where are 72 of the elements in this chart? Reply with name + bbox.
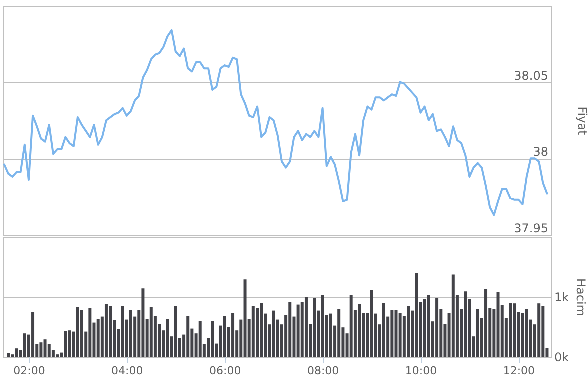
bar	[32, 312, 35, 357]
bar	[186, 316, 190, 357]
bar	[296, 304, 300, 357]
bar	[211, 321, 214, 357]
bar	[350, 295, 353, 357]
bar	[521, 313, 524, 357]
y-tick-label: 1k	[554, 290, 570, 304]
bar	[96, 319, 100, 357]
x-tick-label: 10:00	[405, 364, 438, 378]
bar	[513, 304, 516, 357]
y-tick-label: 0k	[554, 350, 570, 364]
bar	[129, 310, 132, 357]
bar	[464, 292, 468, 357]
bar	[252, 306, 255, 357]
bar	[64, 331, 68, 357]
x-tick-label: 08:00	[307, 364, 340, 378]
bar	[23, 334, 26, 357]
bar	[321, 295, 324, 357]
bar	[382, 303, 386, 357]
bar	[509, 303, 512, 357]
x-tick-label: 12:00	[503, 364, 536, 378]
bar	[44, 340, 47, 357]
bar	[244, 280, 247, 357]
x-tick-label: 04:00	[112, 364, 144, 378]
bar	[272, 310, 276, 357]
bar	[542, 306, 545, 357]
x-tick-label: 06:00	[209, 364, 242, 378]
bar	[104, 304, 108, 357]
bar	[398, 313, 402, 357]
y-axis-title: Fiyat	[576, 106, 588, 136]
bar	[358, 304, 362, 357]
bar	[88, 308, 92, 357]
y-axis-title: Hacim	[574, 278, 588, 316]
bar	[142, 288, 145, 357]
bar	[423, 299, 426, 357]
bar	[525, 309, 528, 357]
bar	[174, 306, 178, 357]
bar	[415, 273, 418, 357]
bar	[121, 306, 124, 357]
bar	[15, 348, 18, 357]
bar	[166, 319, 170, 357]
bar	[394, 310, 398, 357]
bar	[313, 298, 316, 357]
bar	[452, 274, 455, 357]
bar	[436, 298, 439, 357]
bar	[40, 342, 43, 357]
bar	[198, 321, 202, 357]
x-tick-label: 02:00	[14, 364, 46, 378]
bar	[406, 306, 410, 357]
bar	[223, 316, 226, 357]
bar	[80, 310, 84, 357]
bar	[68, 330, 72, 357]
bar	[338, 309, 341, 357]
bar	[496, 292, 500, 357]
y-tick-label: 37.95	[514, 222, 548, 236]
bar	[370, 290, 374, 357]
bar	[329, 314, 332, 357]
bar	[288, 302, 292, 357]
bar	[304, 297, 308, 357]
y-tick-label: 38.05	[514, 68, 548, 83]
bar	[484, 289, 488, 357]
bar	[109, 306, 112, 357]
bar	[260, 303, 264, 357]
bar	[7, 353, 10, 357]
bar	[538, 304, 541, 357]
bar	[427, 295, 430, 357]
bar	[390, 310, 394, 357]
bar	[232, 313, 235, 357]
bar	[76, 307, 80, 357]
bar	[476, 309, 480, 357]
y-tick-label: 38	[533, 145, 548, 160]
bar	[150, 307, 153, 357]
